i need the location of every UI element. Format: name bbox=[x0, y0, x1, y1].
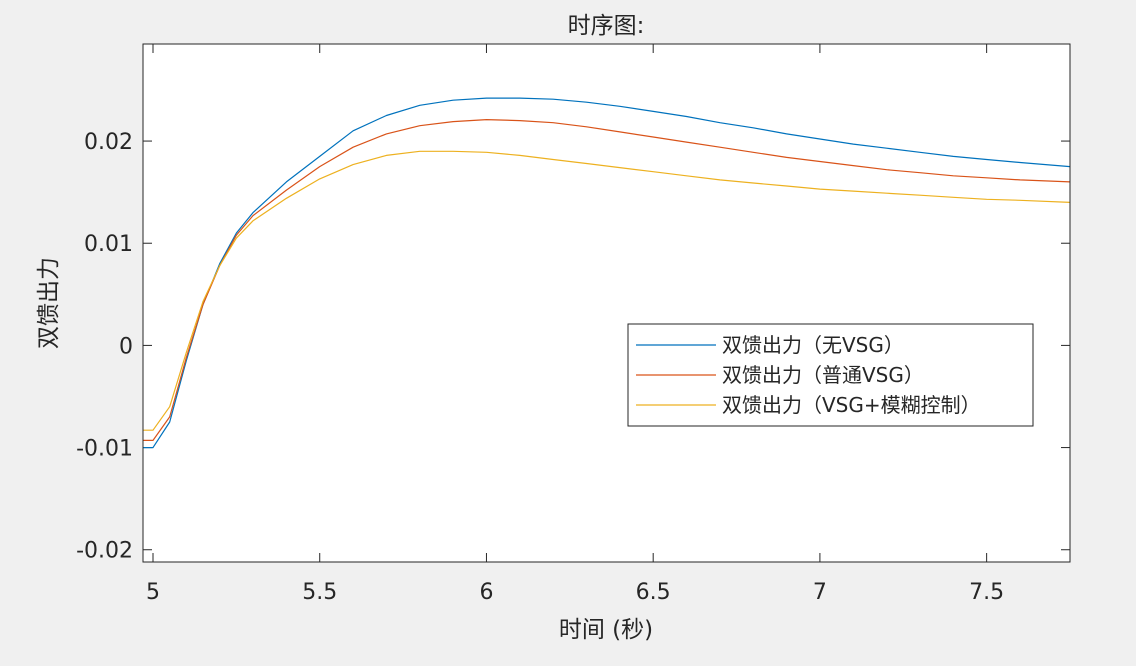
plot-frame bbox=[142, 43, 1071, 563]
x-tick-label: 5.5 bbox=[302, 580, 337, 605]
y-tick-label: 0.01 bbox=[84, 232, 133, 257]
x-tick-label: 5 bbox=[146, 580, 160, 605]
x-tick-label: 6 bbox=[479, 580, 493, 605]
legend-label-2: 双馈出力（普通VSG） bbox=[722, 363, 924, 387]
x-tick-label: 7.5 bbox=[969, 580, 1004, 605]
chart-title: 时序图: bbox=[568, 13, 645, 39]
y-tick-label: -0.01 bbox=[76, 437, 133, 462]
series-line-1 bbox=[143, 97, 1071, 449]
y-axis-label: 双馈出力 bbox=[36, 257, 62, 349]
y-tick-label: -0.02 bbox=[76, 539, 133, 564]
y-tick-label: 0 bbox=[119, 334, 133, 359]
series-lines bbox=[143, 97, 1071, 449]
y-tick-label: 0.02 bbox=[84, 130, 133, 155]
x-axis-label: 时间 (秒) bbox=[559, 617, 653, 643]
legend-label-1: 双馈出力（无VSG） bbox=[722, 333, 904, 357]
series-line-3 bbox=[143, 150, 1071, 431]
x-tick-label: 6.5 bbox=[636, 580, 671, 605]
axis-ticks: 5 5.5 6 6.5 7 7.5 -0.02 -0.01 0 0.01 0.02 bbox=[76, 44, 1070, 605]
x-tick-label: 7 bbox=[813, 580, 827, 605]
legend-label-3: 双馈出力（VSG+模糊控制） bbox=[722, 393, 981, 417]
legend: 双馈出力（无VSG） 双馈出力（普通VSG） 双馈出力（VSG+模糊控制） bbox=[627, 323, 1034, 427]
plot-background bbox=[143, 44, 1070, 562]
